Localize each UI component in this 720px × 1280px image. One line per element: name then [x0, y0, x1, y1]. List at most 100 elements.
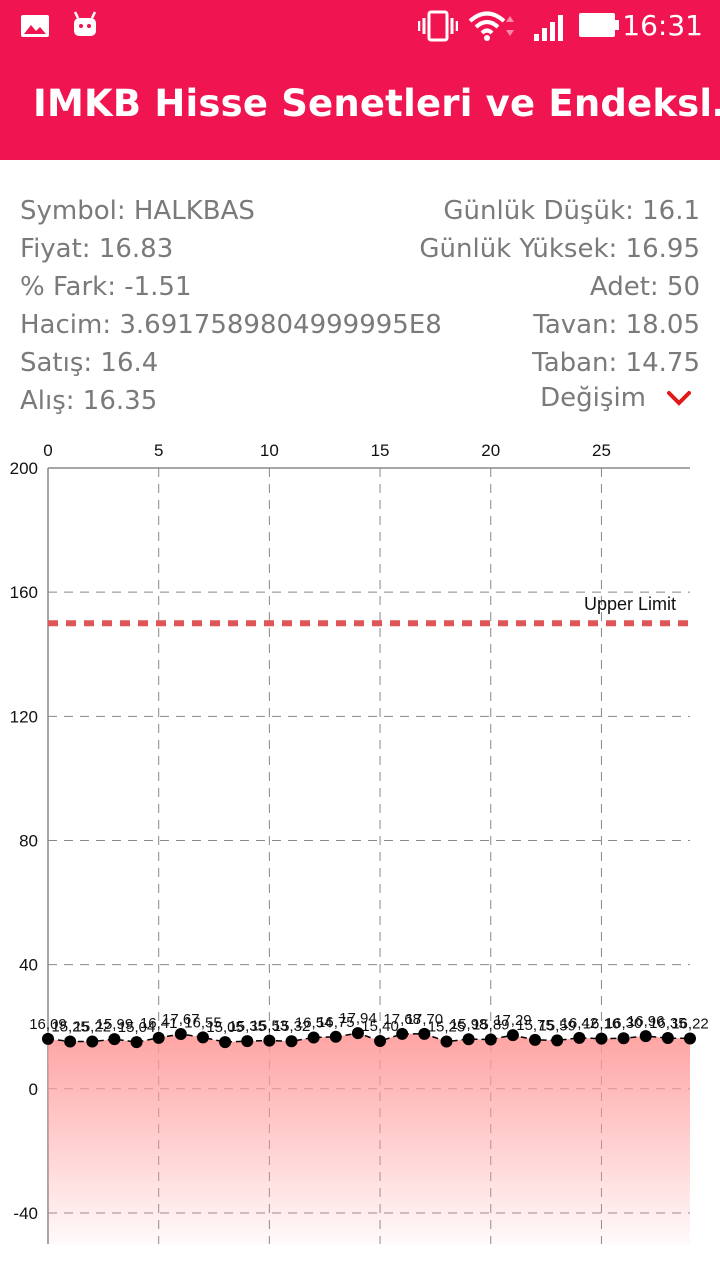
data-point-label: 16,55	[184, 1014, 222, 1031]
y-tick-label: 80	[19, 831, 38, 850]
data-point-label: 15,98	[450, 1016, 488, 1033]
price-text: Fiyat: 16.83	[20, 234, 174, 264]
x-tick-label: 25	[592, 441, 611, 460]
data-point-label: 15,99	[96, 1016, 134, 1033]
symbol-text: Symbol: HALKBAS	[20, 196, 255, 226]
data-point-label: 16,16	[583, 1016, 621, 1033]
chart-point-labels: 16,0915,2515,2215,9915,0416,4117,6716,55…	[29, 1010, 709, 1036]
data-point-label: 15,25	[428, 1018, 466, 1035]
chevron-down-icon	[667, 391, 691, 406]
data-point-label: 17,68	[383, 1011, 421, 1028]
wifi-icon	[468, 11, 514, 41]
data-point	[617, 1032, 630, 1045]
data-point	[573, 1031, 586, 1044]
gallery-icon	[21, 15, 49, 37]
data-point-label: 15,04	[118, 1019, 156, 1036]
data-point	[42, 1032, 54, 1045]
x-tick-label: 15	[371, 441, 390, 460]
data-point	[506, 1029, 519, 1042]
data-point	[263, 1034, 276, 1047]
data-point	[462, 1033, 475, 1046]
data-point	[307, 1031, 320, 1044]
quantity-text: Adet: 50	[589, 272, 700, 302]
data-point	[152, 1031, 165, 1044]
data-point	[86, 1035, 99, 1048]
x-tick-label: 0	[43, 441, 52, 460]
sell-price-text: Satış: 16.4	[20, 348, 159, 378]
y-tick-label: 0	[29, 1080, 38, 1099]
ceiling-price-text: Tavan: 18.05	[533, 310, 700, 340]
data-point	[64, 1035, 77, 1048]
data-point	[440, 1035, 453, 1048]
chart-area-fill	[48, 1033, 690, 1244]
data-point	[396, 1027, 409, 1040]
data-point	[196, 1031, 209, 1044]
data-point-label: 15,35	[228, 1018, 266, 1035]
degisim-dropdown[interactable]: Değişim	[540, 383, 692, 413]
clock: 16:31	[622, 9, 703, 42]
floor-price-text: Taban: 14.75	[532, 348, 700, 378]
data-point	[684, 1032, 696, 1045]
data-point	[639, 1030, 652, 1043]
vibrate-icon	[418, 10, 458, 42]
data-point-label: 15,22	[74, 1019, 112, 1036]
data-point-label: 16,09	[29, 1016, 67, 1033]
data-point-label: 17,94	[339, 1010, 377, 1027]
y-tick-label: 120	[10, 707, 38, 726]
data-point-label: 16,96	[627, 1013, 665, 1030]
data-point-label: 16,75	[317, 1014, 355, 1031]
data-point-label: 17,29	[494, 1012, 532, 1029]
data-point	[374, 1034, 387, 1047]
buy-price-text: Alış: 16.35	[20, 386, 158, 416]
y-tick-label: -40	[13, 1204, 38, 1223]
data-point-label: 15,25	[51, 1018, 89, 1035]
degisim-label: Değişim	[540, 383, 646, 413]
signal-icon	[534, 15, 563, 41]
x-tick-label: 10	[260, 441, 279, 460]
data-point-label: 15,53	[251, 1018, 289, 1035]
data-point	[418, 1027, 431, 1040]
data-point-label: 15,40	[361, 1018, 399, 1035]
upper-limit-label: Upper Limit	[584, 594, 676, 614]
data-point-label: 15,75	[516, 1017, 554, 1034]
data-point	[108, 1033, 121, 1046]
data-point	[241, 1035, 254, 1048]
data-point-label: 16,22	[671, 1015, 709, 1032]
data-point-label: 15,59	[538, 1017, 576, 1034]
data-point	[551, 1034, 564, 1047]
android-notification-icon	[73, 11, 97, 36]
app-title: IMKB Hisse Senetleri ve Endeksl…	[33, 82, 720, 125]
data-point	[285, 1035, 298, 1048]
data-point	[595, 1032, 608, 1045]
x-tick-label: 20	[481, 441, 500, 460]
data-point-label: 15,89	[472, 1016, 510, 1033]
daily-low-text: Günlük Düşük: 16.1	[443, 196, 700, 226]
upper-limit-line: Upper Limit	[48, 594, 690, 627]
data-point	[174, 1027, 187, 1040]
data-point-label: 17,70	[406, 1011, 444, 1028]
data-point	[351, 1027, 364, 1040]
data-point-label: 17,67	[162, 1011, 200, 1028]
data-point-label: 16,35	[649, 1015, 687, 1032]
data-point-label: 16,42	[561, 1015, 599, 1032]
percent-change-text: % Fark: -1.51	[20, 272, 192, 302]
y-tick-label: 200	[10, 459, 38, 478]
x-tick-label: 5	[154, 441, 163, 460]
data-point	[661, 1032, 674, 1045]
data-point-label: 16,54	[295, 1014, 333, 1031]
status-bar: 16:31	[0, 0, 720, 52]
data-point-label: 16,30	[605, 1015, 643, 1032]
data-point-label: 16,41	[140, 1015, 178, 1032]
data-point	[529, 1033, 542, 1046]
y-tick-label: 40	[19, 956, 38, 975]
area-fill	[48, 1033, 690, 1244]
data-point	[130, 1036, 143, 1049]
data-point	[219, 1036, 232, 1049]
battery-icon	[579, 13, 619, 37]
volume-text: Hacim: 3.6917589804999995E8	[20, 310, 442, 340]
data-point	[484, 1033, 497, 1046]
data-point-label: 15,05	[206, 1019, 244, 1036]
data-point-label: 15,32	[273, 1018, 311, 1035]
app-bar: IMKB Hisse Senetleri ve Endeksl…	[0, 52, 720, 160]
